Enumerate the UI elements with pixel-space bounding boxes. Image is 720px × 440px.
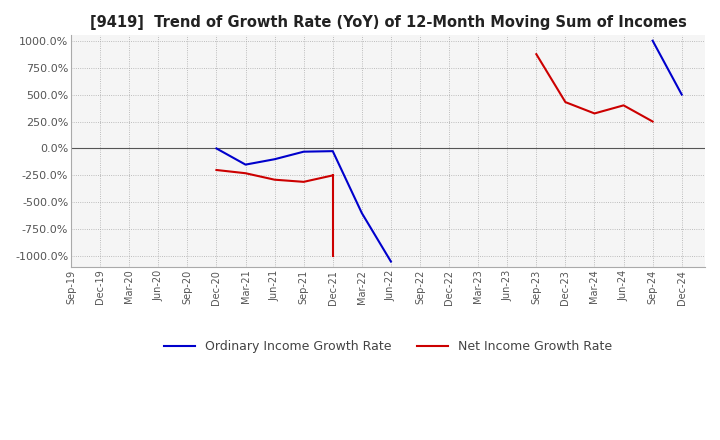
Ordinary Income Growth Rate (328, 149, 337, 154)
Line: Net Income Growth Rate: Net Income Growth Rate (217, 170, 333, 182)
Line: Ordinary Income Growth Rate: Ordinary Income Growth Rate (217, 148, 391, 261)
Net Income Growth Rate (212, 167, 221, 172)
Title: [9419]  Trend of Growth Rate (YoY) of 12-Month Moving Sum of Incomes: [9419] Trend of Growth Rate (YoY) of 12-… (89, 15, 686, 30)
Ordinary Income Growth Rate (300, 149, 308, 154)
Ordinary Income Growth Rate (387, 259, 395, 264)
Legend: Ordinary Income Growth Rate, Net Income Growth Rate: Ordinary Income Growth Rate, Net Income … (159, 335, 617, 358)
Ordinary Income Growth Rate (358, 210, 366, 216)
Net Income Growth Rate (241, 171, 250, 176)
Ordinary Income Growth Rate (241, 162, 250, 167)
Net Income Growth Rate (300, 179, 308, 184)
Ordinary Income Growth Rate (270, 157, 279, 162)
Ordinary Income Growth Rate (212, 146, 221, 151)
Net Income Growth Rate (328, 173, 337, 178)
Net Income Growth Rate (270, 177, 279, 182)
